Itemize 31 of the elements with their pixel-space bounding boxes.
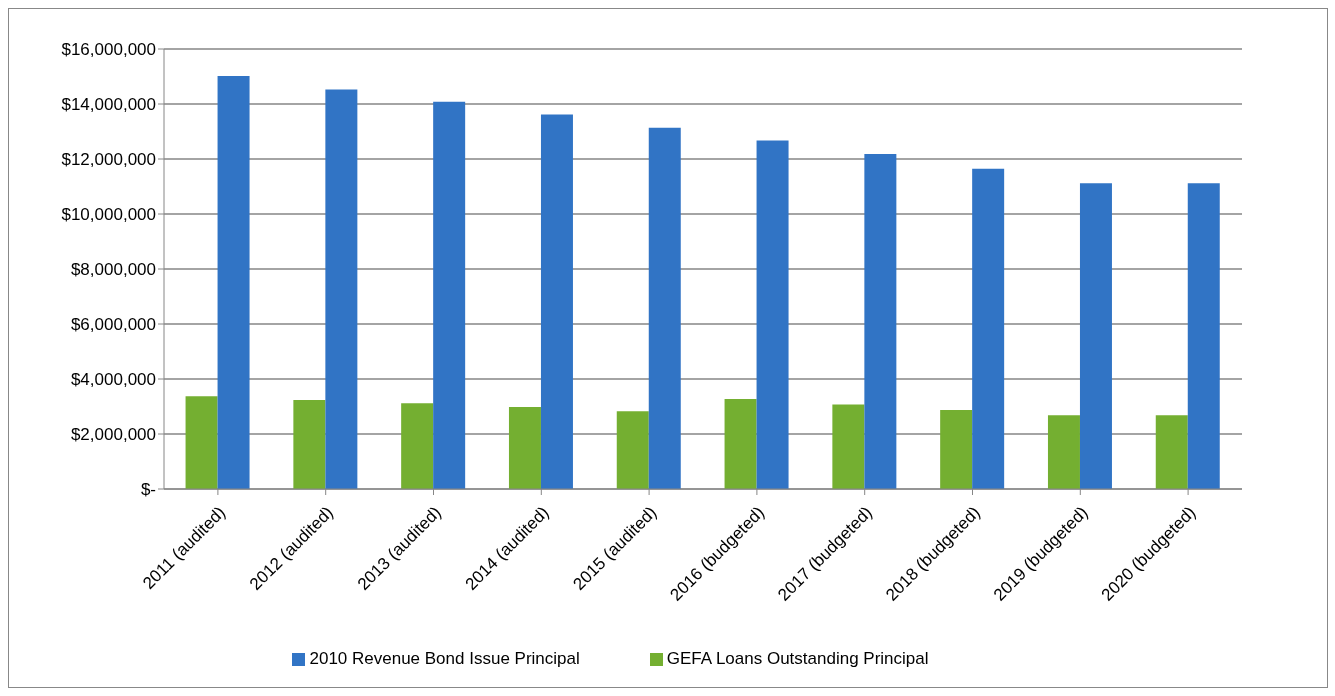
bar <box>325 89 358 489</box>
bar <box>1047 415 1080 489</box>
bar <box>540 114 573 489</box>
bar <box>832 404 865 489</box>
y-tick-label: $2,000,000 <box>70 425 156 445</box>
y-tick-label: $12,000,000 <box>61 150 156 170</box>
bar <box>508 407 541 489</box>
bar <box>724 399 757 489</box>
legend-label: 2010 Revenue Bond Issue Principal <box>309 649 580 668</box>
bar <box>864 154 897 489</box>
bar <box>1187 183 1220 489</box>
y-tick-label: $4,000,000 <box>70 370 156 390</box>
bar <box>616 411 649 489</box>
bar <box>1079 183 1112 489</box>
bar <box>217 75 250 489</box>
bar <box>756 140 789 489</box>
y-tick-label: $8,000,000 <box>70 260 156 280</box>
bar <box>401 403 434 489</box>
bar <box>648 127 681 489</box>
y-tick-label: $6,000,000 <box>70 315 156 335</box>
bar <box>972 168 1005 489</box>
y-tick-label: $10,000,000 <box>61 205 156 225</box>
y-tick-label: $- <box>140 480 156 500</box>
bar <box>293 399 326 489</box>
legend-label: GEFA Loans Outstanding Principal <box>666 649 929 668</box>
bar <box>1155 415 1188 489</box>
y-tick-label: $16,000,000 <box>61 40 156 60</box>
bar <box>433 101 466 489</box>
bar <box>940 410 973 489</box>
bar <box>185 396 218 489</box>
y-tick-label: $14,000,000 <box>61 95 156 115</box>
